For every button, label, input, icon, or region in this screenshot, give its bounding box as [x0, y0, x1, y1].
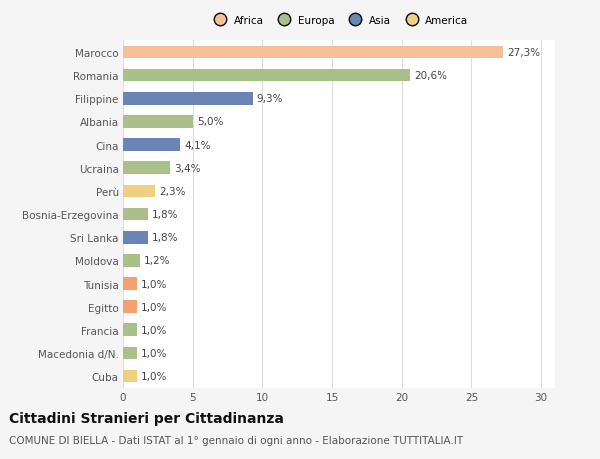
Text: 1,0%: 1,0%	[141, 325, 167, 335]
Text: 1,8%: 1,8%	[152, 233, 179, 243]
Text: 1,2%: 1,2%	[144, 256, 170, 266]
Bar	[123, 208, 148, 221]
Text: 1,0%: 1,0%	[141, 302, 167, 312]
Text: Cittadini Stranieri per Cittadinanza: Cittadini Stranieri per Cittadinanza	[9, 411, 284, 425]
Bar	[123, 185, 155, 198]
Text: 20,6%: 20,6%	[414, 71, 447, 81]
Bar	[123, 301, 137, 313]
Bar	[123, 347, 137, 359]
Bar	[123, 116, 193, 129]
Text: 27,3%: 27,3%	[508, 48, 541, 58]
Bar	[123, 370, 137, 383]
Text: 1,0%: 1,0%	[141, 279, 167, 289]
Bar	[123, 139, 180, 151]
Bar	[123, 254, 140, 267]
Bar	[123, 324, 137, 336]
Text: 4,1%: 4,1%	[184, 140, 211, 150]
Text: 9,3%: 9,3%	[257, 94, 283, 104]
Bar	[123, 70, 410, 82]
Bar	[123, 93, 253, 106]
Bar	[123, 278, 137, 290]
Bar	[123, 46, 503, 59]
Text: 1,0%: 1,0%	[141, 371, 167, 381]
Text: 3,4%: 3,4%	[175, 163, 201, 174]
Bar	[123, 231, 148, 244]
Text: COMUNE DI BIELLA - Dati ISTAT al 1° gennaio di ogni anno - Elaborazione TUTTITAL: COMUNE DI BIELLA - Dati ISTAT al 1° genn…	[9, 435, 463, 445]
Text: 2,3%: 2,3%	[159, 186, 186, 196]
Text: 1,0%: 1,0%	[141, 348, 167, 358]
Text: 5,0%: 5,0%	[197, 117, 223, 127]
Bar	[123, 162, 170, 175]
Text: 1,8%: 1,8%	[152, 210, 179, 219]
Legend: Africa, Europa, Asia, America: Africa, Europa, Asia, America	[205, 12, 473, 30]
